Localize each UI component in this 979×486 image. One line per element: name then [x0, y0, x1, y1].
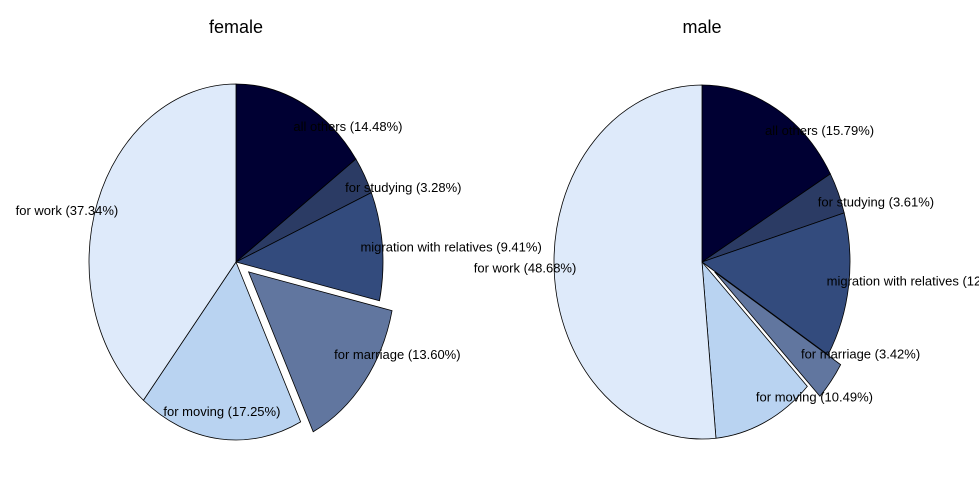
slice-label: for moving (17.25%) [163, 404, 280, 419]
slice-label: for marriage (3.42%) [801, 346, 920, 361]
slice-label: all others (15.79%) [765, 123, 874, 138]
chart-title: female [209, 17, 263, 37]
pie-slice [701, 212, 851, 356]
pie-slice [235, 83, 357, 263]
pie-slice [701, 84, 831, 263]
slice-label: migration with relatives (9.41%) [360, 240, 541, 255]
slice-label: migration with relatives (12.53%) [827, 274, 979, 289]
pie-slice [553, 84, 717, 440]
slice-label: for moving (10.49%) [756, 389, 873, 404]
slice-label: for work (48.68%) [474, 261, 577, 276]
chart-title: male [682, 17, 721, 37]
slice-label: for studying (3.61%) [818, 195, 934, 210]
pie-slice [88, 83, 237, 401]
pie-slice [714, 271, 842, 397]
pie-slice [701, 260, 808, 439]
pie-slice [234, 192, 384, 302]
slice-label: for studying (3.28%) [345, 180, 461, 195]
slice-label: for marriage (13.60%) [334, 347, 460, 362]
slice-label: for work (37.34%) [16, 203, 119, 218]
pie-slice [142, 261, 302, 441]
slice-label: all others (14.48%) [293, 119, 402, 134]
pie-slice [247, 271, 393, 433]
